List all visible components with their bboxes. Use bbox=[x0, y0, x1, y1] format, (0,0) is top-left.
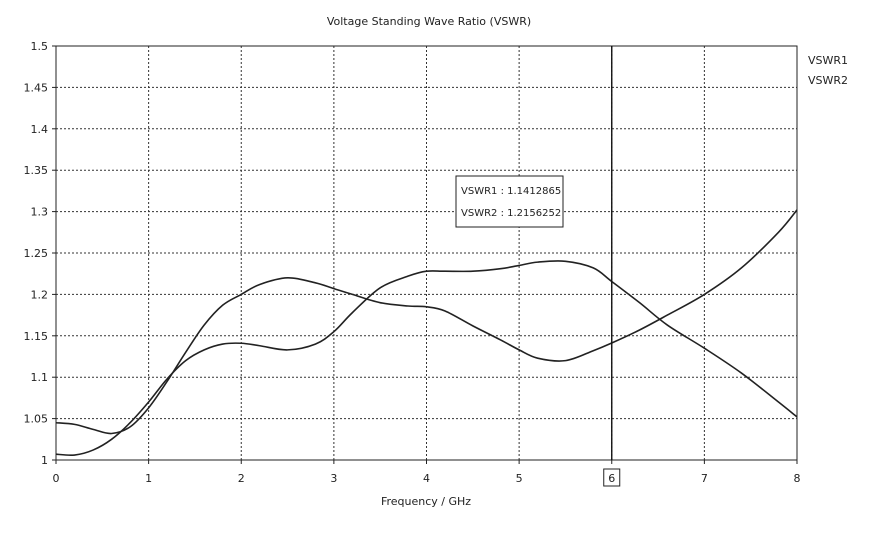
frequency-marker[interactable]: 6 bbox=[603, 46, 621, 487]
value-readout: VSWR1 : 1.1412865 VSWR2 : 1.2156252 bbox=[455, 175, 564, 228]
x-tick-label: 7 bbox=[701, 472, 708, 485]
y-tick-label: 1.45 bbox=[24, 81, 49, 94]
readout-vswr2: VSWR2 : 1.2156252 bbox=[461, 208, 561, 219]
y-tick-label: 1.4 bbox=[31, 123, 49, 136]
x-tick-label: 0 bbox=[53, 472, 60, 485]
x-tick-label: 5 bbox=[516, 472, 523, 485]
axis-ticks: 0 1 2 3 4 5 7 811.051.11.151.21.251.31.351.41.4… bbox=[24, 40, 801, 485]
readout-box-frame bbox=[455, 175, 564, 228]
y-tick-label: 1.5 bbox=[31, 40, 49, 53]
chart-title: Voltage Standing Wave Ratio (VSWR) bbox=[327, 15, 531, 28]
readout-vswr1: VSWR1 : 1.1412865 bbox=[461, 186, 561, 197]
y-tick-label: 1 bbox=[41, 454, 48, 467]
series-lines bbox=[55, 209, 798, 457]
x-tick-label: 3 bbox=[330, 472, 337, 485]
series-line-vswr2 bbox=[55, 209, 798, 435]
y-tick-label: 1.35 bbox=[24, 164, 49, 177]
y-tick-label: 1.2 bbox=[31, 288, 49, 301]
y-tick-label: 1.3 bbox=[31, 206, 49, 219]
y-tick-label: 1.05 bbox=[24, 413, 49, 426]
x-tick-label: 2 bbox=[238, 472, 245, 485]
x-tick-label: 4 bbox=[423, 472, 430, 485]
marker-label: 6 bbox=[608, 472, 615, 485]
legend-entry-vswr1: VSWR1 bbox=[808, 54, 848, 67]
y-tick-label: 1.1 bbox=[31, 371, 49, 384]
y-tick-label: 1.25 bbox=[24, 247, 49, 260]
x-tick-label: 1 bbox=[145, 472, 152, 485]
x-axis-label: Frequency / GHz bbox=[381, 495, 471, 508]
y-tick-label: 1.15 bbox=[24, 330, 49, 343]
x-tick-label: 8 bbox=[794, 472, 801, 485]
legend-entry-vswr2: VSWR2 bbox=[808, 74, 848, 87]
marker-label-box[interactable] bbox=[603, 468, 621, 487]
series-line-vswr1 bbox=[55, 260, 798, 457]
grid bbox=[56, 46, 797, 460]
legend: VSWR1 VSWR2 bbox=[808, 54, 848, 87]
